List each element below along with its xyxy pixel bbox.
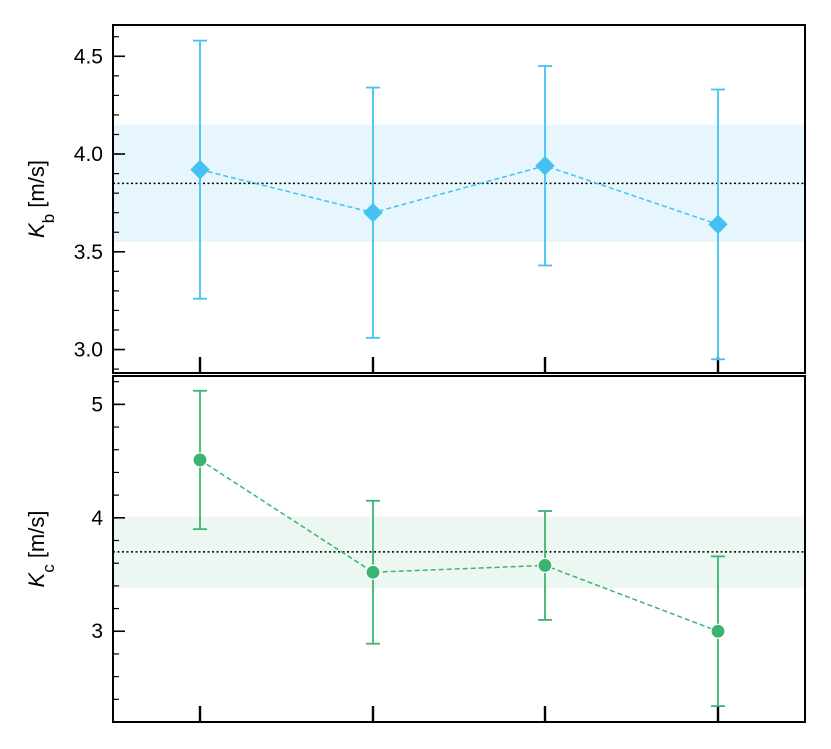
y-tick-label: 4.0 [74, 143, 103, 166]
data-point [363, 202, 383, 223]
data-point [190, 159, 210, 180]
data-point [192, 452, 208, 468]
data-point [365, 564, 381, 580]
data-point [708, 214, 728, 235]
y-axis-label: Kc [m/s] [24, 511, 58, 588]
plot-frame [112, 24, 806, 374]
panel-2: 3 4 5 Kc [m/s] [24, 375, 806, 723]
data-point [537, 557, 553, 574]
y-axis-label: Kb [m/s] [24, 160, 58, 238]
data-point [535, 156, 555, 176]
series-line [199, 164, 719, 226]
y-tick-label: 3.0 [74, 339, 103, 362]
plot-frame [112, 375, 806, 723]
y-tick-label: 4.5 [74, 45, 103, 68]
panel-1: 3.0 3.5 4.0 4.5 Kb [m/s] [24, 24, 806, 374]
y-tick-label: 3.5 [74, 241, 103, 264]
data-point [710, 623, 726, 639]
y-tick-label: 4 [91, 507, 103, 530]
y-tick-label: 3 [91, 620, 103, 643]
series-line [199, 459, 719, 632]
y-tick-label: 5 [91, 393, 103, 416]
